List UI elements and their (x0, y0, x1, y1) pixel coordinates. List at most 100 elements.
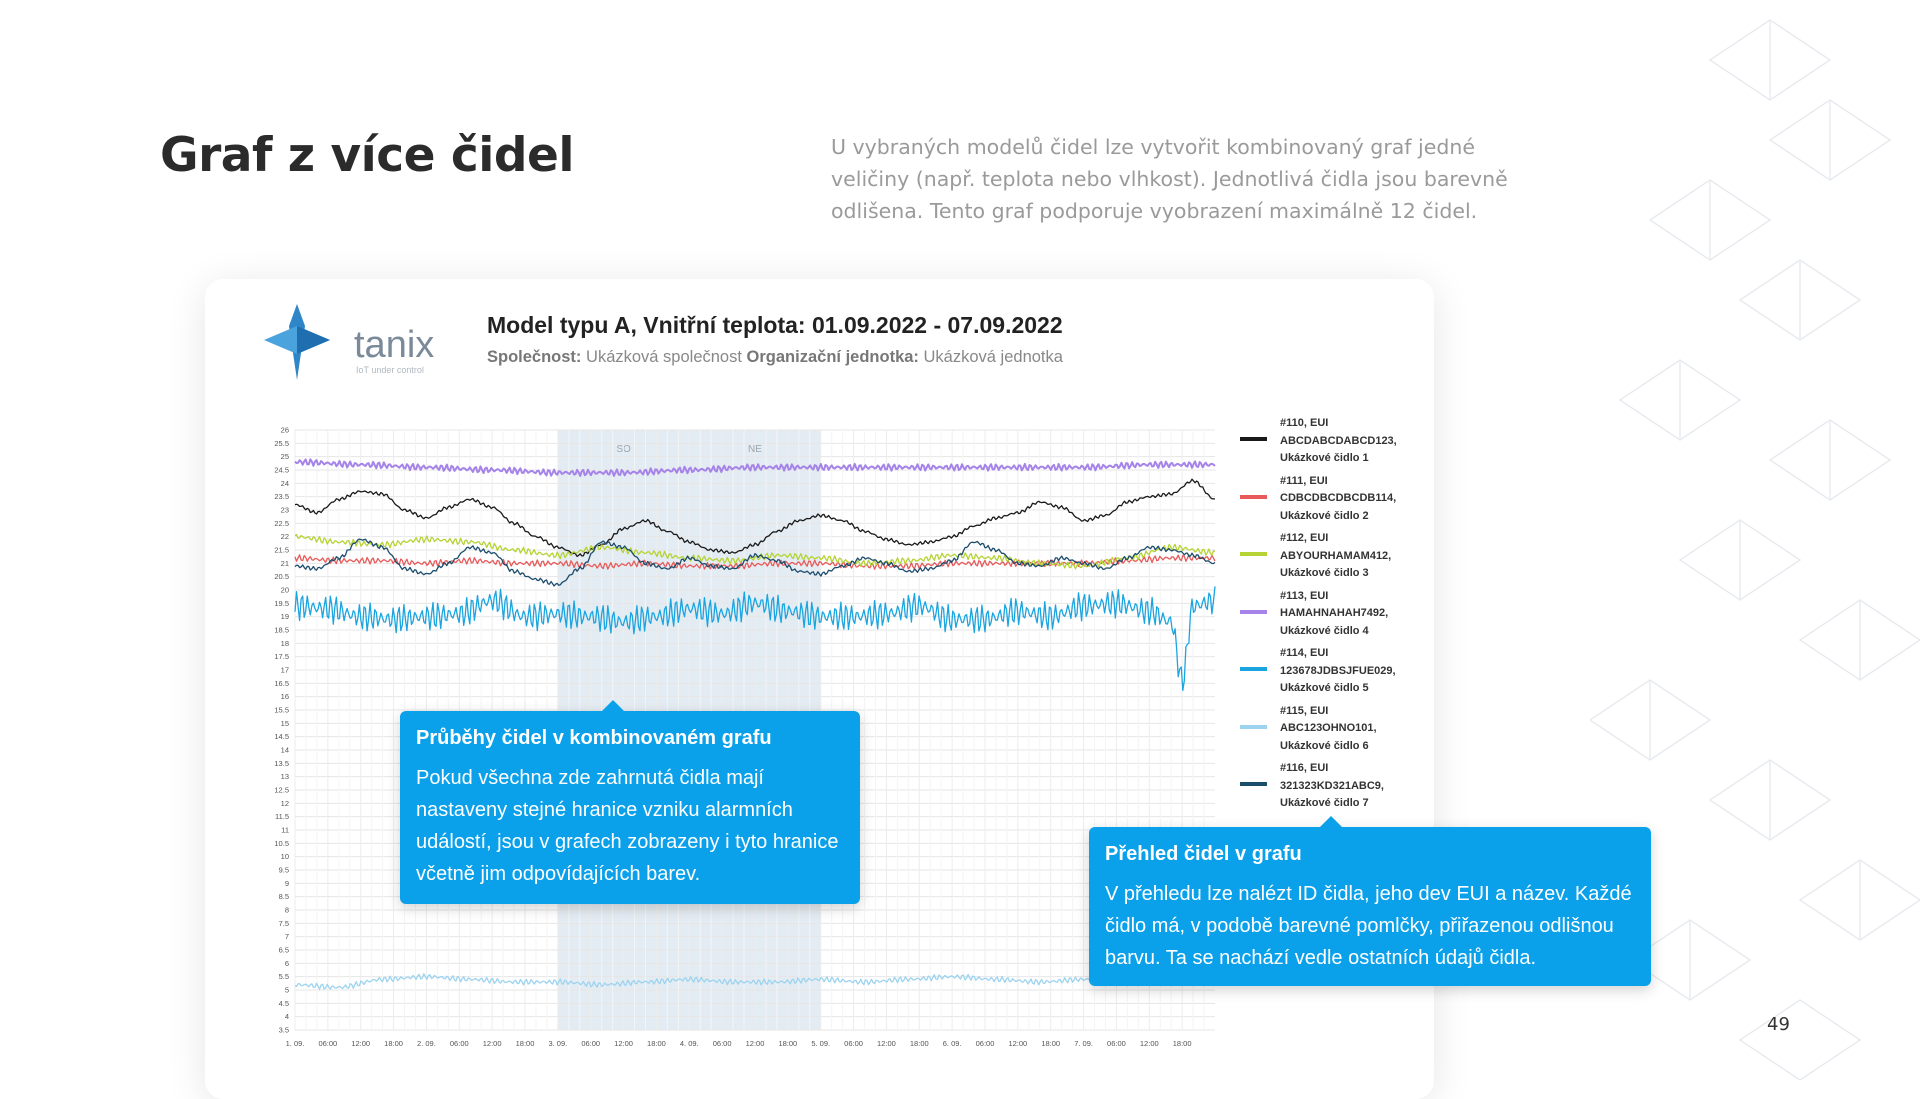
x-tick-label: 18:00 (1041, 1039, 1060, 1048)
y-tick-label: 26 (281, 426, 289, 435)
chart-legend: #110, EUI ABCDABCDABCD123, Ukázkové čidlo … (1240, 415, 1440, 818)
legend-label-line: ABCDABCDABCD123, (1280, 434, 1397, 447)
legend-label-line: Ukázkové čidlo 5 (1280, 682, 1369, 694)
logo-wordmark: tanix (354, 324, 434, 366)
series-line (294, 478, 1215, 558)
legend-label-line: 321323KD321ABC9, (1280, 779, 1384, 792)
series-line (294, 538, 1216, 587)
legend-label: #114, EUI 123678JDBSJFUE029, Ukázkové čidl… (1280, 645, 1396, 698)
slide-description: U vybraných modelů čidel lze vytvořit ko… (831, 135, 1508, 223)
legend-label-line: #111, EUI (1280, 474, 1328, 487)
x-tick-label: 2. 09. (417, 1039, 436, 1048)
x-tick-label: 06:00 (844, 1039, 863, 1048)
x-tick-label: 06:00 (713, 1039, 732, 1048)
legend-label-line: CDBCDBCDBCDB114, (1280, 492, 1397, 504)
x-tick-label: 06:00 (450, 1039, 469, 1048)
x-tick-label: 18:00 (1173, 1039, 1192, 1048)
background-pattern (1590, 19, 1920, 1080)
y-tick-label: 13.5 (274, 759, 289, 768)
legend-swatch (1240, 782, 1267, 786)
y-tick-label: 21 (281, 559, 289, 568)
x-tick-label: 18:00 (647, 1039, 666, 1048)
y-tick-label: 16 (281, 692, 289, 701)
y-tick-label: 20 (281, 586, 289, 595)
company-label: Společnost: (487, 348, 582, 366)
chart-subtitle: Společnost: Ukázková společnost Organiza… (487, 348, 1063, 367)
legend-label: #112, EUI ABYOURHAMAM412, Ukázkové čidlo 3 (1280, 530, 1391, 583)
x-tick-label: 7. 09. (1074, 1039, 1093, 1048)
x-tick-label: 5. 09. (811, 1039, 830, 1048)
callout-chart-series: Průběhy čidel v kombinovaném grafu Pokud… (400, 700, 860, 904)
callout-legend-overview: Přehled čidel v grafu V přehledu lze nal… (1089, 816, 1651, 986)
legend-label: #111, EUI CDBCDBCDBCDB114, Ukázkové čidlo … (1280, 473, 1396, 526)
legend-item: #111, EUI CDBCDBCDBCDB114, Ukázkové čidlo … (1240, 473, 1440, 531)
callout-title: Průběhy čidel v kombinovaném grafu (416, 727, 772, 749)
y-tick-label: 21.5 (274, 546, 289, 555)
page-number: 49 (1767, 1014, 1790, 1035)
x-tick-label: 12:00 (877, 1039, 896, 1048)
legend-label-line: 123678JDBSJFUE029, (1280, 664, 1396, 677)
x-tick-label: 12:00 (746, 1039, 765, 1048)
y-tick-label: 18 (281, 639, 289, 648)
tanix-logo-icon (264, 304, 330, 380)
y-tick-label: 17.5 (274, 652, 289, 661)
y-tick-label: 16.5 (274, 679, 289, 688)
series-line (294, 458, 1216, 477)
legend-label-line: Ukázkové čidlo 6 (1280, 739, 1369, 752)
x-tick-label: 18:00 (384, 1039, 403, 1048)
legend-label: #110, EUI ABCDABCDABCD123, Ukázkové čidlo … (1280, 415, 1397, 468)
x-tick-label: 12:00 (483, 1039, 502, 1048)
y-tick-label: 4.5 (279, 999, 289, 1008)
y-tick-label: 17 (281, 666, 289, 675)
y-tick-label: 22.5 (274, 519, 289, 528)
y-tick-label: 10.5 (274, 839, 289, 848)
legend-swatch (1240, 437, 1267, 441)
legend-label-line: ABYOURHAMAM412, (1280, 549, 1392, 562)
y-tick-label: 3.5 (279, 1026, 289, 1035)
y-tick-label: 6 (285, 959, 289, 968)
legend-item: #115, EUI ABC123OHNO101, Ukázkové čidlo 6 (1240, 703, 1440, 761)
legend-label: #116, EUI 321323KD321ABC9, Ukázkové čidlo … (1280, 760, 1384, 813)
legend-label-line: Ukázkové čidlo 1 (1280, 452, 1369, 464)
y-tick-label: 5 (285, 986, 289, 995)
legend-label-line: #112, EUI (1280, 532, 1329, 544)
y-tick-label: 24 (281, 479, 289, 488)
legend-label: #113, EUI HAMAHNAHAH7492, Ukázkové čidlo 4 (1280, 588, 1388, 641)
legend-label-line: Ukázkové čidlo 2 (1280, 509, 1369, 522)
unit-label: Organizační jednotka: (746, 348, 919, 366)
series-line (294, 973, 1216, 990)
y-tick-label: 14 (281, 746, 289, 755)
y-tick-label: 23.5 (274, 492, 289, 501)
x-tick-label: 12:00 (351, 1039, 370, 1048)
y-tick-label: 19.5 (274, 599, 289, 608)
legend-label: #115, EUI ABC123OHNO101, Ukázkové čidlo 6 (1280, 703, 1377, 756)
callout-title: Přehled čidel v grafu (1105, 843, 1302, 865)
y-tick-label: 24.5 (274, 466, 289, 475)
legend-label-line: HAMAHNAHAH7492, (1280, 607, 1389, 619)
x-tick-label: 06:00 (1107, 1039, 1126, 1048)
y-tick-label: 22 (281, 532, 289, 541)
callout-arrow (602, 700, 624, 711)
x-tick-label: 18:00 (516, 1039, 535, 1048)
legend-item: #112, EUI ABYOURHAMAM412, Ukázkové čidlo 3 (1240, 530, 1440, 588)
series-line (294, 586, 1216, 692)
y-tick-label: 7 (285, 932, 289, 941)
legend-swatch (1240, 667, 1267, 671)
legend-label-line: Ukázkové čidlo 7 (1280, 797, 1369, 809)
company-value: Ukázková společnost (586, 348, 742, 366)
legend-swatch (1240, 494, 1267, 499)
x-tick-label: 12:00 (1008, 1039, 1027, 1048)
x-tick-label: 18:00 (778, 1039, 797, 1048)
series-line (294, 533, 1216, 570)
x-tick-label: 18:00 (910, 1039, 929, 1048)
x-tick-label: 4. 09. (680, 1039, 699, 1048)
x-tick-label: 12:00 (1140, 1039, 1159, 1048)
y-tick-label: 12.5 (274, 786, 289, 795)
legend-label-line: Ukázkové čidlo 4 (1280, 624, 1369, 637)
legend-swatch (1240, 609, 1267, 614)
y-tick-label: 20.5 (274, 572, 289, 581)
y-tick-label: 9.5 (279, 866, 289, 875)
y-tick-label: 15 (281, 719, 289, 728)
y-tick-label: 6.5 (279, 946, 289, 955)
legend-label-line: #110, EUI (1280, 417, 1329, 429)
